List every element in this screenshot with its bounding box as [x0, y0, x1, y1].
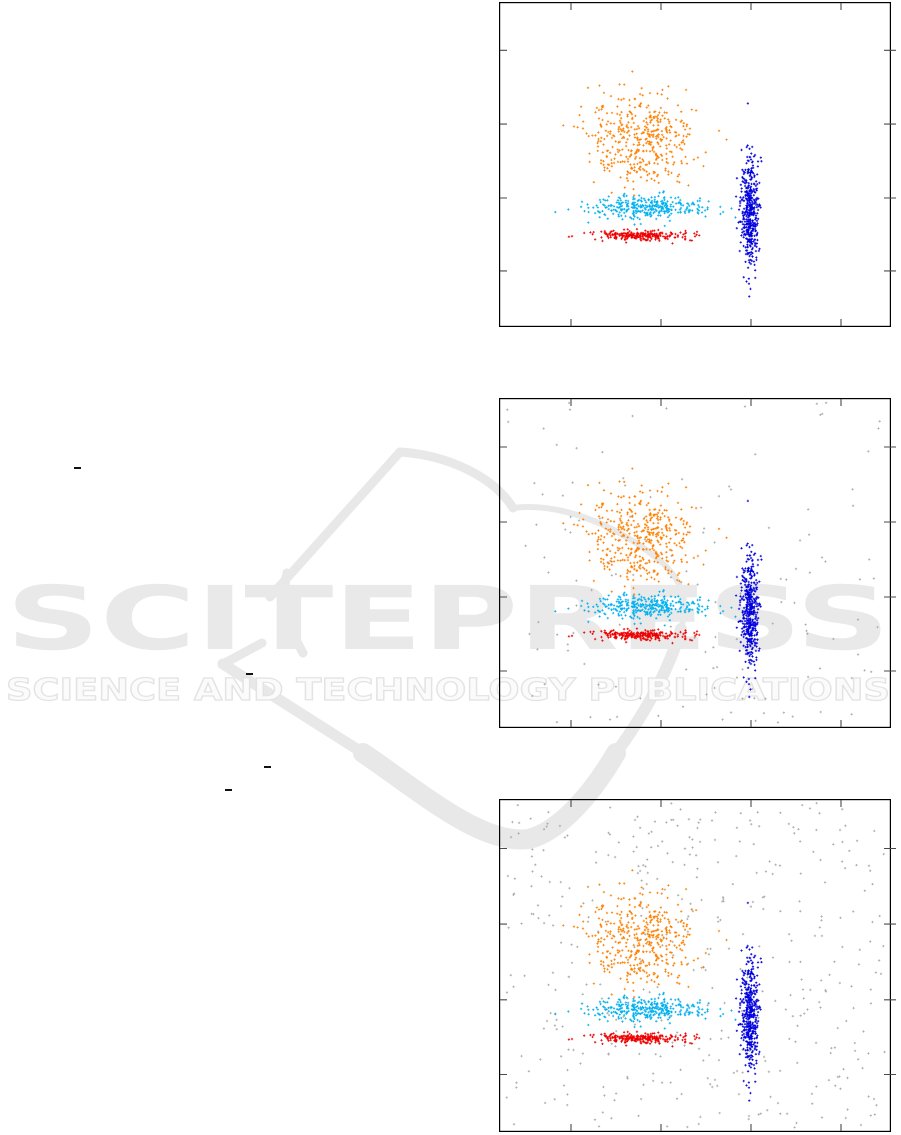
stray-dash-mark: [264, 766, 271, 769]
scatter-plot-top: [499, 2, 896, 327]
stray-dash-mark: [225, 789, 232, 792]
plot-canvas-bottom: [499, 799, 896, 1132]
watermark-subtitle: SCIENCE AND TECHNOLOGY PUBLICATIONS: [6, 673, 890, 708]
scitepress-logo-swoosh: [217, 447, 688, 850]
stray-dash-mark: [246, 673, 253, 675]
scatter-plot-bottom: [499, 799, 896, 1132]
plot-canvas-middle: [499, 398, 896, 728]
scatter-plot-middle: [499, 398, 896, 728]
plot-canvas-top: [499, 2, 896, 327]
stray-dash-mark: [74, 467, 81, 469]
